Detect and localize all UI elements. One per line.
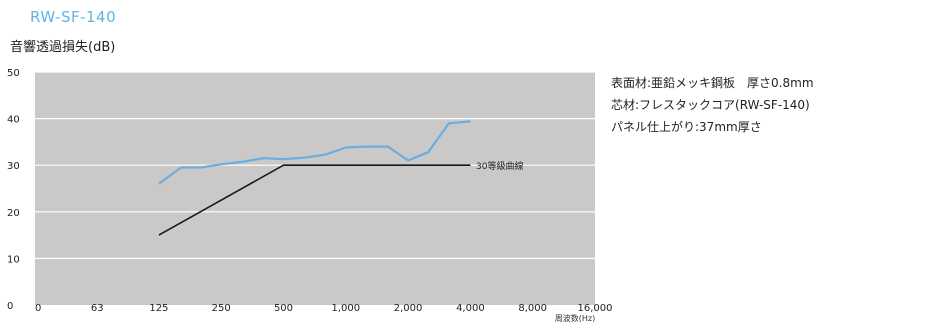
y-tick-label: 0 <box>7 301 13 312</box>
x-tick-label: 125 <box>149 303 168 314</box>
x-axis-label: 周波数(Hz) <box>555 313 595 323</box>
y-tick-label: 10 <box>7 254 20 265</box>
x-tick-label: 4,000 <box>456 303 485 314</box>
x-tick-label: 0 <box>35 303 41 314</box>
spec-surface-material: 表面材:亜鉛メッキ鋼板 厚さ0.8mm <box>611 76 814 90</box>
x-tick-label: 16,000 <box>578 303 613 314</box>
x-tick-label: 63 <box>91 303 104 314</box>
series-layer <box>158 120 471 236</box>
spec-panel-thickness: パネル仕上がり:37mm厚さ <box>611 120 762 134</box>
plot-area <box>35 72 595 305</box>
measured-series-line <box>158 120 471 185</box>
spec-core-material: 芯材:フレスタックコア(RW-SF-140) <box>611 98 810 112</box>
grade-curve-line <box>158 164 471 236</box>
chart-title: 音響透過損失(dB) <box>10 40 116 55</box>
x-tick-label: 250 <box>212 303 231 314</box>
x-tick-label: 1,000 <box>331 303 360 314</box>
y-tick-label: 40 <box>7 115 20 126</box>
x-tick-label: 500 <box>274 303 293 314</box>
y-tick-labels: 0 10 20 30 40 50 <box>7 68 20 312</box>
product-name: RW-SF-140 <box>30 8 117 26</box>
specs-panel: 表面材:亜鉛メッキ鋼板 厚さ0.8mm 芯材:フレスタックコア(RW-SF-14… <box>611 72 814 138</box>
x-tick-labels: 0 63 125 250 500 1,000 2,000 4,000 8,000 16,000 <box>35 303 613 314</box>
y-tick-label: 50 <box>7 68 20 79</box>
y-tick-label: 30 <box>7 161 20 172</box>
x-tick-label: 8,000 <box>518 303 547 314</box>
y-tick-label: 20 <box>7 208 20 219</box>
grade-curve-label: 30等級曲線 <box>476 160 523 172</box>
x-tick-label: 2,000 <box>394 303 423 314</box>
